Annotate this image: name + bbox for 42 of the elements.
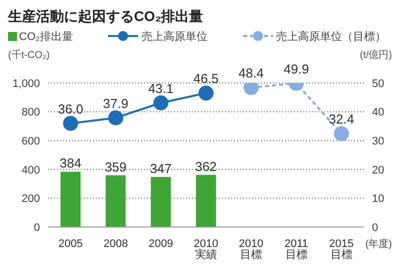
data-label: 362 [195, 158, 217, 174]
y2-axis-title: (t/億円) [360, 48, 392, 61]
data-label: 37.9 [103, 96, 128, 111]
x-axis-title: (年度) [365, 238, 392, 251]
chart-title: 生産活動に起因するCO₂排出量 [8, 8, 204, 26]
y-tick-label: 800 [22, 106, 40, 119]
point [334, 126, 349, 142]
y-axis-title: (千t-CO₂) [8, 48, 50, 61]
data-label: 36.0 [58, 101, 84, 116]
x-tick-label: 2005 [58, 238, 83, 250]
legend-label: 売上高原単位 [141, 30, 208, 44]
data-label: 359 [104, 159, 127, 174]
x-tick-label: 2009 [148, 238, 174, 250]
data-label: 384 [60, 156, 82, 171]
data-label: 49.9 [284, 61, 309, 76]
data-label: 347 [150, 161, 172, 176]
point [153, 95, 168, 110]
x-tick-label: 2011 目標 [284, 238, 308, 261]
x-tick-label: 2015 目標 [329, 238, 354, 261]
data-label: 32.4 [328, 112, 354, 127]
y-tick-label: 200 [22, 193, 40, 206]
data-label: 46.5 [193, 71, 219, 86]
y2-tick-label: 20 [372, 164, 384, 176]
y2-tick-label: 0 [372, 222, 378, 234]
x-tick-label: 2010 目標 [238, 238, 264, 261]
point [63, 116, 78, 131]
x-tick-label: 2010 実績 [194, 238, 218, 261]
y2-tick-label: 40 [372, 106, 384, 119]
legend-label: CO₂排出量 [19, 30, 73, 44]
y-tick-label: 600 [22, 136, 40, 148]
data-label: 43.1 [148, 80, 174, 96]
y-tick-label: 400 [22, 164, 40, 176]
y2-tick-label: 10 [372, 193, 384, 206]
x-tick-label: 2008 [103, 238, 128, 250]
y-tick-label: 1,000 [12, 78, 40, 90]
point [108, 110, 124, 126]
point [198, 86, 214, 101]
data-label: 48.4 [238, 66, 264, 81]
y2-tick-label: 30 [372, 136, 384, 148]
y2-tick-label: 50 [372, 78, 384, 90]
legend-label: 売上高原単位（目標） [276, 30, 386, 44]
y-tick-label: 0 [34, 222, 40, 234]
